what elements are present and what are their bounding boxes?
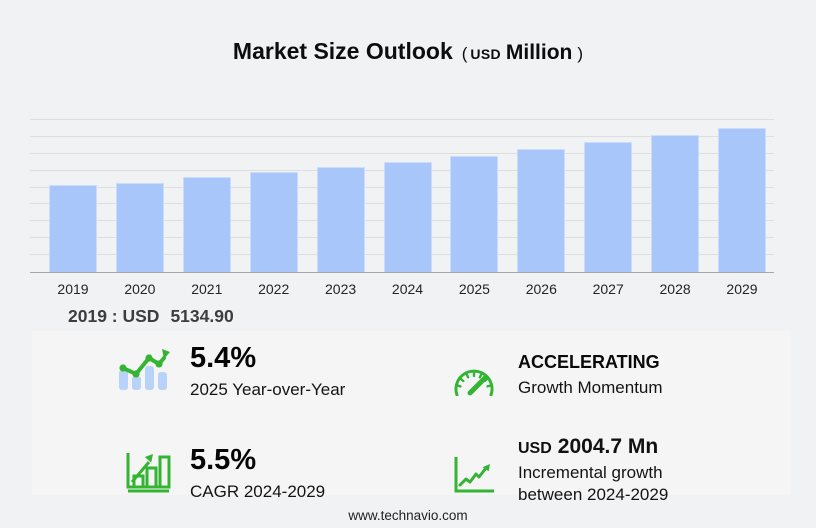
- bar-2019: [49, 185, 97, 272]
- bar-2022: [249, 172, 298, 272]
- bar-2021: [182, 177, 231, 272]
- yoy-value: 5.4%: [190, 342, 257, 374]
- bar-2027: [584, 142, 633, 272]
- bar-2020: [115, 182, 164, 272]
- bar-2029: [718, 127, 766, 272]
- incremental-value: 2004.7 Mn: [557, 435, 659, 458]
- bar-2024: [383, 161, 432, 272]
- stats-panel: 5.4% 2025 Year-over-Year ACCELERATING Gr…: [32, 331, 791, 504]
- chart-title: Market Size Outlook (USD Million): [0, 38, 816, 65]
- line-chart-axes-icon: [453, 456, 495, 494]
- yoy-label: 2025 Year-over-Year: [190, 379, 346, 399]
- incremental-label: Incremental growth between 2024-2029: [518, 462, 668, 507]
- bar-2028: [651, 134, 700, 272]
- incremental-label-line2: between 2024-2029: [518, 485, 669, 505]
- base-year-prefix: 2019 : USD: [68, 306, 160, 326]
- cagr-label: CAGR 2024-2029: [190, 481, 326, 501]
- stat-cagr: 5.5% CAGR 2024-2029: [190, 444, 326, 503]
- bar-2025: [450, 155, 499, 272]
- stat-yoy: 5.4% 2025 Year-over-Year: [190, 342, 346, 401]
- chart-plot: 2019 2020 2021 2022 2023 2024 2025 2026 2027 2028…: [30, 110, 774, 297]
- x-axis-label: 2024: [391, 281, 424, 297]
- x-axis-label: 2019: [57, 281, 89, 297]
- chart-title-main: Market Size Outlook: [232, 38, 453, 64]
- x-axis-label: 2020: [124, 281, 156, 297]
- unit-currency: USD: [470, 46, 501, 62]
- momentum-title: ACCELERATING: [518, 352, 660, 372]
- gridline: [30, 152, 774, 154]
- gridline: [30, 135, 774, 137]
- footer-url: www.technavio.com: [348, 508, 468, 523]
- incremental-currency: USD: [518, 440, 552, 457]
- x-axis-label: 2028: [659, 281, 691, 297]
- stat-momentum: ACCELERATING Growth Momentum: [518, 352, 663, 399]
- bar-chart-arrow-icon: [125, 451, 171, 493]
- paren-close: ): [577, 44, 584, 63]
- bar-2026: [517, 149, 566, 272]
- paren-open: (: [461, 44, 468, 63]
- x-axis-label: 2021: [191, 281, 223, 297]
- stat-incremental: USD 2004.7 Mn Incremental growth between …: [518, 435, 668, 507]
- speedometer-icon: [451, 356, 497, 396]
- momentum-label: Growth Momentum: [518, 378, 663, 397]
- gridline: [30, 119, 774, 120]
- bar-2023: [316, 167, 365, 272]
- x-axis-label: 2025: [458, 281, 490, 297]
- x-axis-label: 2026: [525, 281, 557, 297]
- incremental-label-line1: Incremental growth: [518, 463, 663, 482]
- bar-line-growth-icon: [118, 347, 170, 391]
- base-year-callout: 2019 : USD 5134.90: [68, 306, 234, 327]
- incremental-value-line: USD 2004.7 Mn: [518, 435, 668, 459]
- x-axis-label: 2029: [726, 281, 758, 297]
- base-year-value: 5134.90: [170, 306, 234, 326]
- unit-label: Million: [505, 41, 573, 64]
- x-axis-label: 2023: [325, 281, 357, 297]
- x-axis-label: 2022: [258, 281, 290, 297]
- cagr-value: 5.5%: [190, 444, 257, 476]
- x-axis-label: 2027: [592, 281, 624, 297]
